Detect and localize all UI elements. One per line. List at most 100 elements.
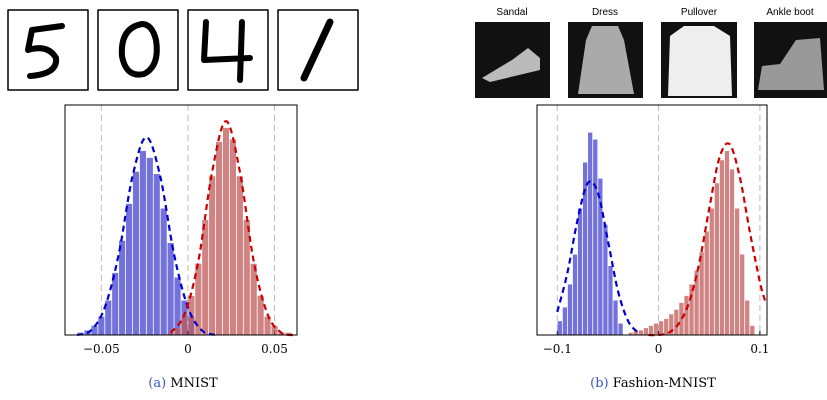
caption: (a) MNIST: [148, 376, 218, 391]
fashion-shape: [758, 38, 824, 90]
bar: [153, 174, 160, 335]
bar: [572, 254, 578, 335]
bar: [679, 302, 684, 335]
bar: [264, 316, 271, 335]
x-tick-label: −0.1: [543, 342, 572, 356]
mnist-digits: [7, 9, 359, 91]
caption: (b) Fashion-MNIST: [590, 376, 716, 391]
bar: [582, 162, 588, 335]
bar: [236, 176, 243, 335]
bar: [167, 243, 174, 335]
digit-stroke: [300, 18, 334, 82]
bar: [174, 277, 181, 335]
bar: [643, 328, 649, 335]
bar: [146, 157, 153, 335]
bar: [557, 321, 562, 335]
bar: [567, 284, 573, 335]
plot-frame: [536, 104, 768, 336]
bar: [729, 169, 735, 335]
bar: [243, 220, 250, 335]
chart: −0.05 0 0.05: [64, 104, 298, 356]
fashion-shape: [482, 48, 540, 82]
bar: [674, 309, 679, 335]
bar: [709, 208, 714, 335]
bar: [638, 330, 643, 335]
bar: [704, 231, 709, 335]
bar: [699, 252, 704, 335]
bar: [139, 151, 146, 335]
bar: [608, 266, 613, 335]
bar: [750, 325, 755, 335]
bar: [119, 240, 126, 335]
bar: [734, 208, 740, 335]
bar: [98, 316, 105, 335]
bar: [598, 178, 603, 335]
bar: [271, 325, 278, 335]
fit-curve: [556, 180, 640, 334]
caption-label: (b): [590, 376, 608, 391]
bar: [664, 318, 669, 335]
fashion-label: Ankle boot: [766, 7, 813, 18]
bar: [209, 176, 216, 335]
bar: [689, 284, 694, 335]
bar: [562, 307, 567, 335]
bar: [167, 332, 174, 335]
bar: [216, 141, 223, 335]
caption-text: MNIST: [170, 376, 218, 391]
plot-frame: [64, 104, 298, 336]
fit-curve: [76, 136, 216, 337]
bar: [724, 151, 730, 335]
digit-image: [277, 9, 359, 91]
bar: [618, 323, 623, 335]
x-tick-label: −0.05: [83, 342, 120, 356]
fashion-label: Pullover: [681, 7, 718, 18]
bar: [160, 208, 167, 335]
x-tick-label: 0.05: [261, 342, 288, 356]
digit-stroke: [201, 19, 253, 83]
bar: [669, 314, 674, 335]
fashion-images: [475, 22, 827, 98]
x-tick-label: 0: [184, 342, 192, 356]
bar: [633, 330, 638, 335]
bar: [229, 139, 237, 335]
fashion-label: Sandal: [496, 7, 527, 18]
bar: [714, 183, 719, 335]
bar: [628, 332, 633, 335]
bar: [125, 203, 133, 335]
bar: [588, 132, 593, 335]
bar: [174, 328, 181, 335]
bar: [91, 325, 98, 335]
bar: [648, 325, 654, 335]
caption-label: (a): [148, 376, 166, 391]
bar: [222, 128, 230, 335]
bar: [658, 321, 664, 335]
digit-stroke: [118, 21, 160, 78]
bar: [745, 300, 750, 335]
bar: [684, 295, 689, 335]
bar: [181, 316, 188, 335]
fashion-shape: [578, 26, 634, 94]
digit-stroke: [25, 23, 65, 79]
fashion-shape: [668, 26, 732, 96]
bar: [112, 272, 119, 335]
bar: [195, 263, 202, 335]
chart: −0.1 0 0.1: [536, 104, 769, 356]
bar: [603, 224, 608, 335]
bar: [613, 300, 618, 335]
bar: [257, 295, 264, 335]
bar: [577, 208, 583, 335]
caption-text: Fashion-MNIST: [613, 376, 716, 391]
bar: [740, 254, 745, 335]
bar: [593, 139, 598, 335]
x-tick-label: 0: [655, 342, 663, 356]
fashion-label: Dress: [592, 7, 618, 18]
x-tick-label: 0.1: [750, 342, 769, 356]
fit-curve: [648, 142, 767, 337]
bar: [653, 323, 659, 335]
digit-image: [187, 9, 269, 91]
bar: [132, 171, 140, 335]
bar: [105, 300, 112, 335]
fit-curve: [169, 119, 296, 337]
bar: [250, 263, 257, 335]
